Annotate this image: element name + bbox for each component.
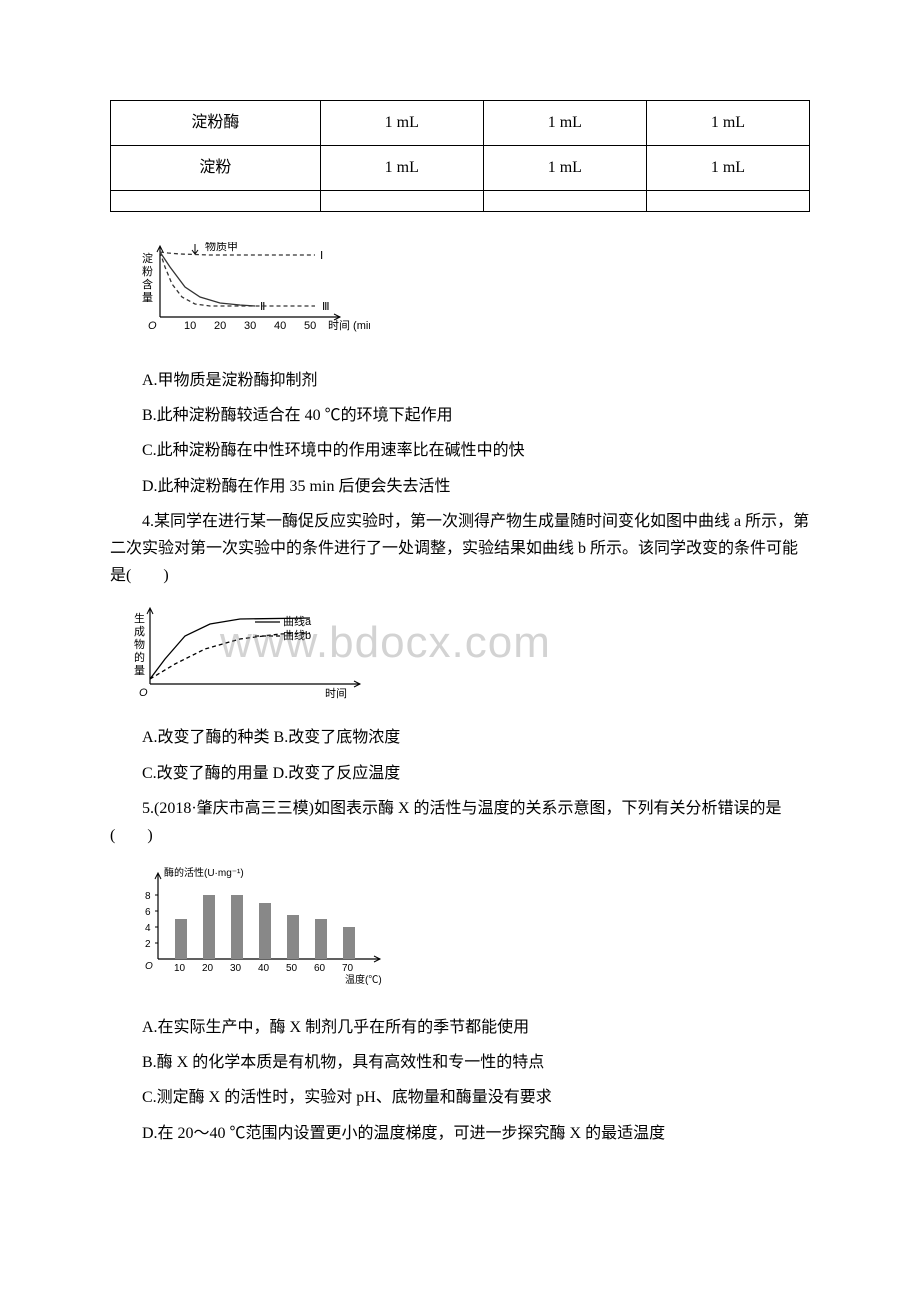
- table-cell: 1 mL: [646, 146, 809, 191]
- svg-text:8: 8: [145, 891, 151, 902]
- svg-text:O: O: [145, 961, 153, 972]
- svg-text:时间: 时间: [325, 687, 347, 700]
- svg-text:粉: 粉: [142, 265, 153, 278]
- svg-text:30: 30: [230, 963, 242, 974]
- q3-option-c: C.此种淀粉酶在中性环境中的作用速率比在碱性中的快: [110, 437, 810, 464]
- svg-text:成: 成: [134, 625, 145, 638]
- q4-options-row2: C.改变了酶的用量 D.改变了反应温度: [110, 760, 810, 787]
- svg-text:O: O: [139, 687, 148, 699]
- table-cell: 1 mL: [483, 146, 646, 191]
- table-cell: 1 mL: [646, 101, 809, 146]
- svg-text:50: 50: [304, 320, 316, 332]
- svg-text:曲线a: 曲线a: [283, 614, 312, 628]
- svg-text:温度(℃): 温度(℃): [345, 973, 382, 986]
- q3-option-d: D.此种淀粉酶在作用 35 min 后便会失去活性: [110, 473, 810, 500]
- chart1-svg: 淀粉含量 O 10 20 30 40 50 时间 (min) 物质甲 Ⅰ Ⅱ Ⅲ: [130, 242, 370, 347]
- table-cell: 淀粉: [111, 146, 321, 191]
- q5-stem: 5.(2018·肇庆市高三三模)如图表示酶 X 的活性与温度的关系示意图，下列有…: [110, 795, 810, 849]
- svg-text:的: 的: [134, 650, 145, 664]
- table-cell: 1 mL: [320, 101, 483, 146]
- chart2-svg: 生成物的量O 时间 曲线a曲线b: [130, 604, 390, 704]
- svg-text:6: 6: [145, 907, 151, 918]
- svg-text:60: 60: [314, 963, 326, 974]
- svg-text:4: 4: [145, 923, 151, 934]
- q5-option-b: B.酶 X 的化学本质是有机物，具有高效性和专一性的特点: [110, 1049, 810, 1076]
- svg-text:50: 50: [286, 963, 298, 974]
- svg-text:曲线b: 曲线b: [283, 628, 311, 642]
- q4-stem: 4.某同学在进行某一酶促反应实验时，第一次测得产物生成量随时间变化如图中曲线 a…: [110, 508, 810, 590]
- table-cell: [111, 191, 321, 212]
- svg-text:Ⅱ: Ⅱ: [260, 301, 265, 313]
- table-row: 淀粉酶 1 mL 1 mL 1 mL: [111, 101, 810, 146]
- svg-text:70: 70: [342, 963, 354, 974]
- svg-text:20: 20: [202, 963, 214, 974]
- chart-enzyme-temp: 酶的活性(U·mg⁻¹) 2 4 6 8 O 10 20 30 40 50 60 70温度(℃): [130, 864, 810, 1002]
- data-table: 淀粉酶 1 mL 1 mL 1 mL 淀粉 1 mL 1 mL 1 mL: [110, 100, 810, 212]
- q5-option-a: A.在实际生产中，酶 X 制剂几乎在所有的季节都能使用: [110, 1014, 810, 1041]
- chart-starch: 淀粉含量 O 10 20 30 40 50 时间 (min) 物质甲 Ⅰ Ⅱ Ⅲ: [130, 242, 810, 355]
- svg-text:40: 40: [258, 963, 270, 974]
- q3-option-a: A.甲物质是淀粉酶抑制剂: [110, 367, 810, 394]
- chart-product: 生成物的量O 时间 曲线a曲线b: [130, 604, 810, 712]
- svg-text:O: O: [148, 320, 157, 332]
- table-cell: 1 mL: [483, 101, 646, 146]
- svg-text:2: 2: [145, 939, 151, 950]
- table-cell: 1 mL: [320, 146, 483, 191]
- svg-text:生: 生: [134, 611, 145, 625]
- chart3-svg: 酶的活性(U·mg⁻¹) 2 4 6 8 O 10 20 30 40 50 60 70温度(℃): [130, 864, 410, 994]
- svg-text:40: 40: [274, 320, 286, 332]
- table-cell: [320, 191, 483, 212]
- svg-text:酶的活性(U·mg⁻¹): 酶的活性(U·mg⁻¹): [164, 866, 244, 879]
- table-row: 淀粉 1 mL 1 mL 1 mL: [111, 146, 810, 191]
- table-cell: 淀粉酶: [111, 101, 321, 146]
- svg-text:20: 20: [214, 320, 226, 332]
- svg-text:量: 量: [134, 664, 145, 677]
- q3-option-b: B.此种淀粉酶较适合在 40 ℃的环境下起作用: [110, 402, 810, 429]
- svg-text:10: 10: [184, 320, 196, 332]
- svg-text:30: 30: [244, 320, 256, 332]
- svg-text:Ⅰ: Ⅰ: [320, 250, 323, 262]
- q5-option-d: D.在 20～40 ℃范围内设置更小的温度梯度，可进一步探究酶 X 的最适温度: [110, 1120, 810, 1147]
- table-row: [111, 191, 810, 212]
- table-cell: [646, 191, 809, 212]
- svg-text:时间 (min): 时间 (min): [328, 319, 370, 332]
- table-cell: [483, 191, 646, 212]
- svg-text:10: 10: [174, 963, 186, 974]
- q4-options-row1: A.改变了酶的种类 B.改变了底物浓度: [110, 724, 810, 751]
- q5-option-c: C.测定酶 X 的活性时，实验对 pH、底物量和酶量没有要求: [110, 1084, 810, 1111]
- svg-text:含: 含: [142, 277, 153, 291]
- svg-text:Ⅲ: Ⅲ: [322, 301, 330, 313]
- svg-text:量: 量: [142, 291, 153, 304]
- svg-text:物: 物: [134, 637, 145, 651]
- svg-text:淀: 淀: [142, 251, 153, 265]
- svg-text:物质甲: 物质甲: [205, 242, 238, 253]
